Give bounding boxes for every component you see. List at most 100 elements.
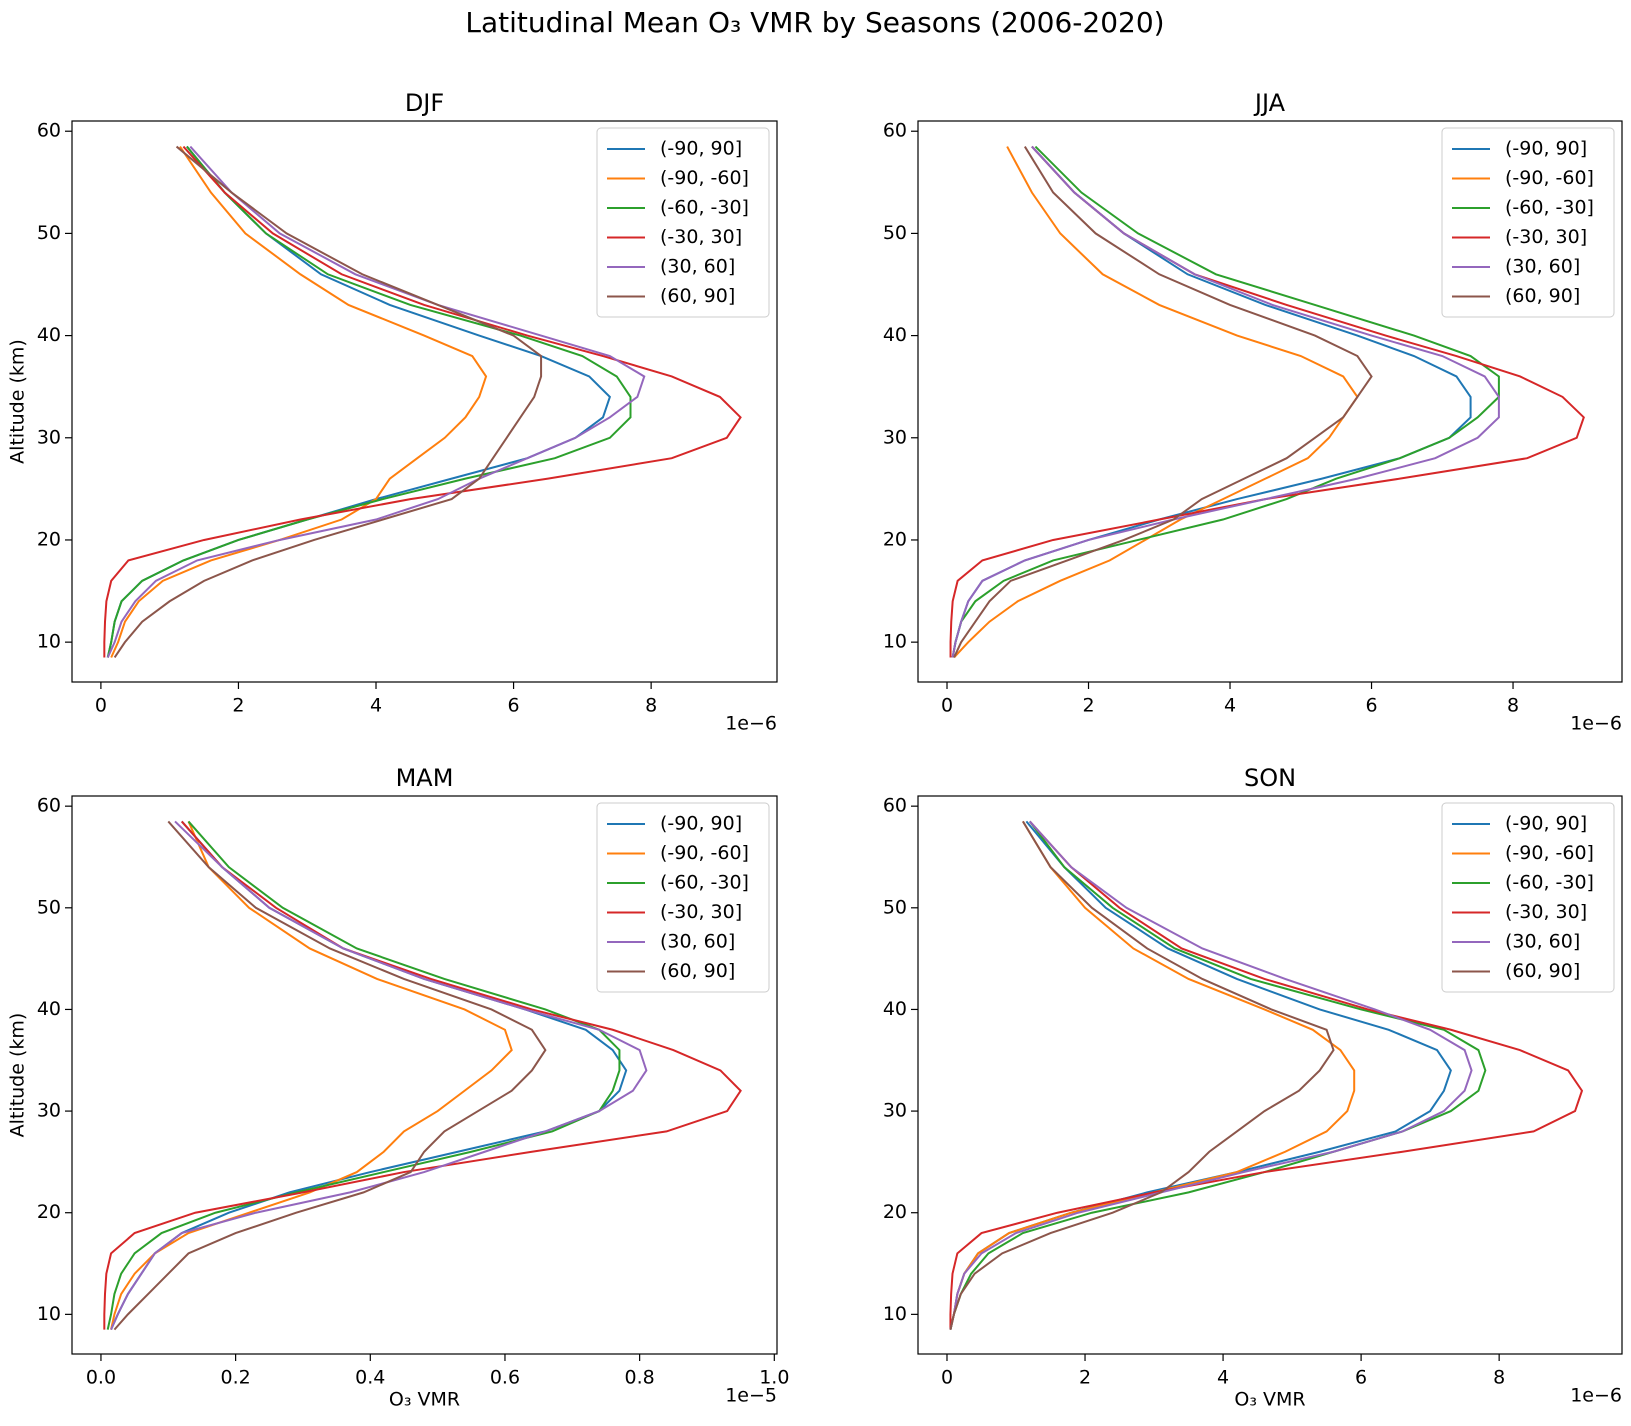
y-tick-label: 30 bbox=[883, 426, 907, 448]
legend-label: (-90, 90] bbox=[660, 138, 742, 160]
series-line bbox=[953, 146, 1373, 658]
series-line bbox=[951, 145, 1500, 658]
y-tick-label: 40 bbox=[37, 998, 61, 1020]
series-line bbox=[106, 820, 621, 1330]
axis-offset: 1e−6 bbox=[725, 713, 777, 735]
legend-box bbox=[596, 127, 770, 318]
legend-label: (60, 90] bbox=[660, 960, 735, 982]
x-tick-label: 0.2 bbox=[221, 1367, 251, 1389]
series-line bbox=[110, 821, 513, 1330]
legend-label: (-60, -30] bbox=[660, 197, 749, 219]
y-tick-label: 10 bbox=[37, 1303, 61, 1325]
legend-label: (-30, 30] bbox=[660, 901, 742, 923]
y-tick-label: 20 bbox=[883, 1201, 907, 1223]
legend-label: (30, 60] bbox=[1505, 931, 1580, 953]
y-tick-label: 50 bbox=[37, 222, 61, 244]
subplot-title: MAM bbox=[396, 764, 454, 792]
x-tick-label: 6 bbox=[1355, 1367, 1367, 1389]
x-tick-label: 8 bbox=[645, 695, 657, 717]
y-tick-label: 10 bbox=[37, 631, 61, 653]
y-tick-label: 40 bbox=[883, 998, 907, 1020]
legend-label: (-90, -60] bbox=[1505, 842, 1594, 864]
series-line bbox=[110, 820, 648, 1331]
axis-offset: 1e−6 bbox=[1570, 1385, 1622, 1407]
x-tick-label: 0.0 bbox=[86, 1367, 116, 1389]
y-tick-label: 60 bbox=[883, 795, 907, 817]
series-line bbox=[113, 820, 547, 1331]
subplot-title: JJA bbox=[1253, 89, 1286, 117]
x-tick-label: 0.8 bbox=[625, 1367, 655, 1389]
legend-label: (-60, -30] bbox=[660, 872, 749, 894]
y-tick-label: 60 bbox=[37, 795, 61, 817]
x-tick-label: 0 bbox=[95, 695, 107, 717]
y-tick-label: 20 bbox=[37, 1201, 61, 1223]
x-tick-label: 2 bbox=[232, 695, 244, 717]
y-tick-label: 50 bbox=[883, 896, 907, 918]
series-line bbox=[110, 145, 488, 658]
subplot-title: DJF bbox=[405, 89, 444, 117]
series-line bbox=[949, 820, 1335, 1330]
axis-offset: 1e−6 bbox=[1570, 713, 1622, 735]
subplot-title: SON bbox=[1244, 764, 1296, 792]
x-tick-label: 0 bbox=[941, 695, 953, 717]
legend-label: (60, 90] bbox=[1505, 285, 1580, 307]
legend-box bbox=[596, 802, 770, 993]
axes-frame bbox=[71, 795, 778, 1355]
legend-label: (-60, -30] bbox=[1505, 872, 1594, 894]
legend-box bbox=[1441, 802, 1615, 993]
legend-label: (-90, 90] bbox=[1505, 813, 1587, 835]
series-line bbox=[949, 820, 1356, 1330]
legend-label: (30, 60] bbox=[660, 256, 735, 278]
legend-label: (-90, -60] bbox=[660, 167, 749, 189]
y-tick-label: 50 bbox=[37, 896, 61, 918]
legend-box bbox=[1441, 127, 1615, 318]
x-tick-label: 2 bbox=[1082, 695, 1094, 717]
series-line bbox=[949, 820, 1584, 1330]
x-axis-label: O₃ VMR bbox=[389, 1389, 460, 1411]
series-line bbox=[949, 820, 1487, 1330]
y-tick-label: 40 bbox=[37, 324, 61, 346]
y-tick-label: 20 bbox=[883, 528, 907, 550]
legend-label: (60, 90] bbox=[1505, 960, 1580, 982]
y-tick-label: 60 bbox=[883, 120, 907, 142]
series-line bbox=[951, 145, 1500, 658]
x-tick-label: 8 bbox=[1493, 1367, 1505, 1389]
y-tick-label: 30 bbox=[883, 1100, 907, 1122]
series-line bbox=[106, 145, 646, 658]
series-line bbox=[106, 145, 632, 658]
series-line bbox=[953, 146, 1359, 659]
legend-label: (60, 90] bbox=[660, 285, 735, 307]
x-tick-label: 0 bbox=[941, 1367, 953, 1389]
legend-label: (-30, 30] bbox=[660, 226, 742, 248]
series-line bbox=[949, 820, 1473, 1330]
axes-frame bbox=[71, 120, 778, 683]
series-line bbox=[103, 145, 742, 658]
y-tick-label: 30 bbox=[37, 1100, 61, 1122]
figure-title: Latitudinal Mean O₃ VMR by Seasons (2006… bbox=[465, 6, 1164, 39]
legend-label: (30, 60] bbox=[660, 931, 735, 953]
y-tick-label: 60 bbox=[37, 120, 61, 142]
x-tick-label: 4 bbox=[370, 695, 382, 717]
series-line bbox=[103, 820, 742, 1330]
series-line bbox=[113, 145, 543, 659]
legend-label: (-60, -30] bbox=[1505, 197, 1594, 219]
axis-offset: 1e−5 bbox=[725, 1385, 777, 1407]
x-tick-label: 1.0 bbox=[759, 1367, 789, 1389]
y-axis-label: Altitude (km) bbox=[7, 339, 29, 464]
y-axis-label: Altitude (km) bbox=[7, 1013, 29, 1138]
legend-label: (-30, 30] bbox=[1505, 226, 1587, 248]
x-tick-label: 6 bbox=[1365, 695, 1377, 717]
y-tick-label: 40 bbox=[883, 324, 907, 346]
y-tick-label: 20 bbox=[37, 528, 61, 550]
y-tick-label: 50 bbox=[883, 222, 907, 244]
x-tick-label: 4 bbox=[1217, 1367, 1229, 1389]
x-tick-label: 0.6 bbox=[490, 1367, 520, 1389]
legend-label: (-90, 90] bbox=[1505, 138, 1587, 160]
legend-label: (-90, -60] bbox=[660, 842, 749, 864]
series-line bbox=[949, 145, 1585, 658]
legend-label: (-90, -60] bbox=[1505, 167, 1594, 189]
y-tick-label: 30 bbox=[37, 426, 61, 448]
x-tick-label: 6 bbox=[508, 695, 520, 717]
axes-frame bbox=[917, 120, 1623, 683]
